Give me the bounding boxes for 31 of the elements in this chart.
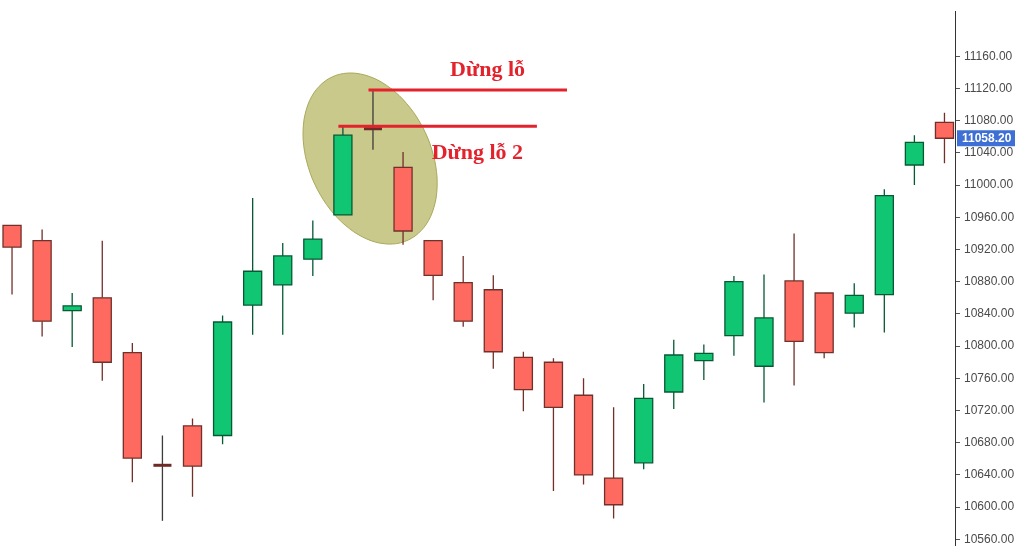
candlestick: [634, 383, 654, 470]
ref-line-label: Dừng lỗ: [450, 56, 526, 82]
y-tick-label: 10560.00: [964, 531, 1015, 546]
y-tick-label: 10880.00: [964, 274, 1015, 289]
candlestick: [513, 351, 534, 412]
y-tick-label: 11000.00: [964, 177, 1014, 192]
candlestick: [874, 188, 894, 334]
candlestick: [92, 240, 112, 382]
y-tick-label: 10960.00: [964, 209, 1015, 224]
candlestick: [153, 434, 172, 522]
y-tick-label: 10600.00: [964, 499, 1015, 514]
candlestick: [122, 342, 143, 483]
candlestick: [543, 357, 564, 492]
y-tick-label: 11080.00: [964, 113, 1014, 128]
candlestick: [453, 255, 473, 328]
candlestick: [423, 240, 443, 301]
candlestick: [573, 377, 594, 486]
y-tick-label: 11120.00: [964, 80, 1013, 95]
y-tick-label: 11040.00: [964, 145, 1014, 160]
y-tick-label: 11160.00: [964, 48, 1013, 63]
y-tick-label: 10720.00: [964, 402, 1015, 417]
y-tick-label: 10920.00: [964, 241, 1015, 256]
candlestick: [483, 274, 503, 370]
y-tick-label: 10760.00: [964, 370, 1015, 385]
y-tick-label: 10640.00: [964, 467, 1015, 482]
y-tick-label: 10800.00: [964, 338, 1015, 353]
y-tick-label: 10680.00: [964, 435, 1015, 450]
text: 11058.20: [962, 131, 1012, 146]
ref-line-label: Dừng lỗ 2: [431, 139, 524, 165]
y-tick-label: 10840.00: [964, 306, 1015, 321]
candlestick: [182, 417, 203, 498]
